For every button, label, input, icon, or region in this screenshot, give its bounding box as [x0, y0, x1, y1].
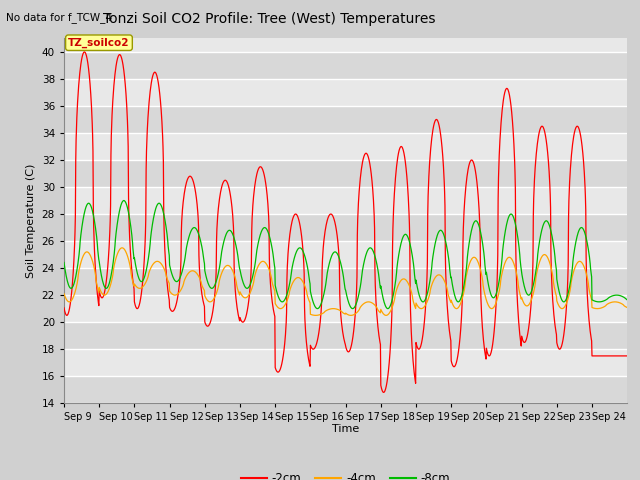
- Bar: [64, 214, 627, 241]
- Text: Tonzi Soil CO2 Profile: Tree (West) Temperatures: Tonzi Soil CO2 Profile: Tree (West) Temp…: [102, 12, 435, 26]
- Bar: [64, 349, 627, 376]
- Text: No data for f_TCW_4: No data for f_TCW_4: [6, 12, 113, 23]
- Bar: [64, 133, 627, 160]
- Bar: [64, 268, 627, 295]
- Bar: [64, 295, 627, 322]
- Text: TZ_soilco2: TZ_soilco2: [68, 37, 130, 48]
- Bar: [64, 79, 627, 106]
- Bar: [64, 322, 627, 349]
- Bar: [64, 160, 627, 187]
- X-axis label: Time: Time: [332, 424, 359, 433]
- Legend: -2cm, -4cm, -8cm: -2cm, -4cm, -8cm: [236, 468, 455, 480]
- Bar: [64, 376, 627, 403]
- Bar: [64, 106, 627, 133]
- Bar: [64, 241, 627, 268]
- Y-axis label: Soil Temperature (C): Soil Temperature (C): [26, 164, 36, 278]
- Bar: [64, 187, 627, 214]
- Bar: [64, 52, 627, 79]
